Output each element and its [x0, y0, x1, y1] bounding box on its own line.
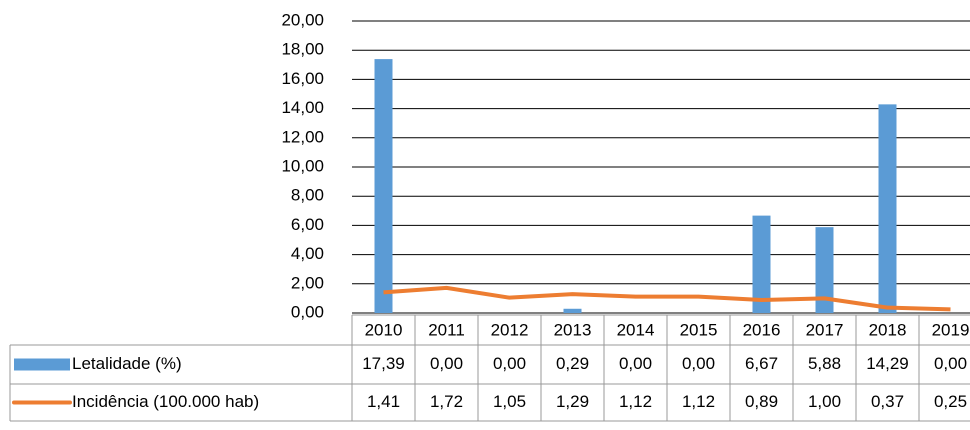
legend-swatch [14, 358, 70, 371]
bar [815, 227, 834, 313]
table-value: 14,29 [866, 354, 909, 373]
x-tick-label: 2012 [491, 320, 529, 339]
table-value: 0,89 [745, 392, 778, 411]
legend-label: Incidência (100.000 hab) [72, 392, 259, 411]
y-tick-label: 16,00 [281, 69, 324, 88]
y-tick-label: 10,00 [281, 156, 324, 175]
table-value: 6,67 [745, 354, 778, 373]
legend-label: Letalidade (%) [72, 354, 182, 373]
bar [752, 215, 771, 313]
table-value: 0,00 [493, 354, 526, 373]
bar [878, 104, 897, 313]
x-tick-label: 2017 [806, 320, 844, 339]
y-tick-label: 2,00 [291, 273, 324, 292]
x-tick-label: 2010 [365, 320, 403, 339]
y-tick-label: 4,00 [291, 244, 324, 263]
y-tick-label: 12,00 [281, 127, 324, 146]
line [383, 285, 951, 312]
x-tick-label: 2016 [743, 320, 781, 339]
table-value: 0,29 [556, 354, 589, 373]
x-tick-label: 2015 [680, 320, 718, 339]
table-value: 0,37 [871, 392, 904, 411]
table-value: 5,88 [808, 354, 841, 373]
table-value: 0,00 [682, 354, 715, 373]
y-tick-label: 18,00 [281, 40, 324, 59]
bar [563, 308, 582, 313]
table-value: 1,12 [682, 392, 715, 411]
table-value: 1,29 [556, 392, 589, 411]
table-value: 1,72 [430, 392, 463, 411]
table-value: 1,05 [493, 392, 526, 411]
table-value: 0,00 [430, 354, 463, 373]
y-tick-label: 8,00 [291, 186, 324, 205]
bar [374, 59, 393, 313]
table-value: 0,00 [934, 354, 967, 373]
x-tick-label: 2019 [932, 320, 970, 339]
table-value: 17,39 [362, 354, 405, 373]
table-value: 1,12 [619, 392, 652, 411]
table-value: 1,41 [367, 392, 400, 411]
y-tick-label: 20,00 [281, 10, 324, 29]
x-tick-label: 2014 [617, 320, 655, 339]
x-tick-label: 2013 [554, 320, 592, 339]
y-tick-label: 0,00 [291, 302, 324, 321]
x-tick-label: 2011 [428, 320, 465, 339]
table-value: 0,00 [619, 354, 652, 373]
table-value: 1,00 [808, 392, 841, 411]
y-tick-label: 6,00 [291, 215, 324, 234]
x-tick-label: 2018 [869, 320, 907, 339]
y-tick-label: 14,00 [281, 98, 324, 117]
table-value: 0,25 [934, 392, 967, 411]
